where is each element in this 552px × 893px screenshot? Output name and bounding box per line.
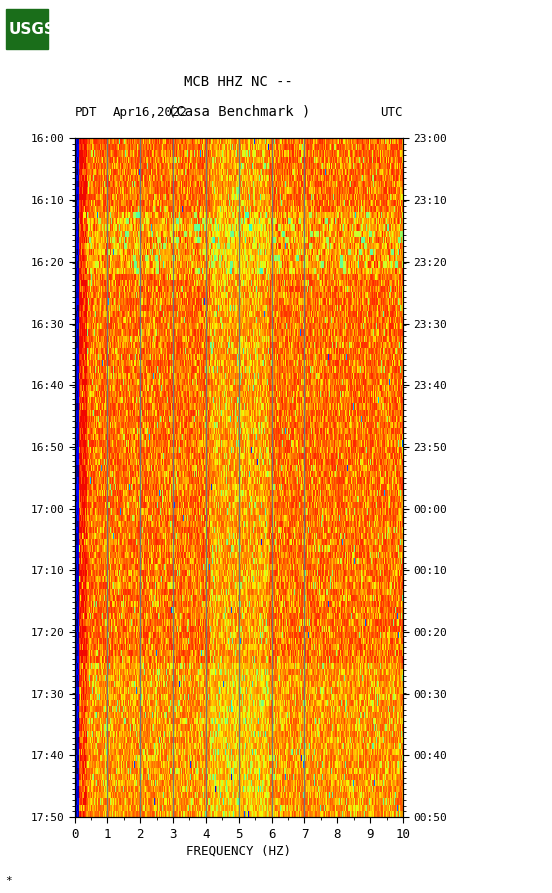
Bar <box>6 9 48 49</box>
Text: *: * <box>6 876 12 886</box>
X-axis label: FREQUENCY (HZ): FREQUENCY (HZ) <box>186 845 291 857</box>
Text: (Casa Benchmark ): (Casa Benchmark ) <box>168 104 310 119</box>
Text: PDT: PDT <box>75 105 97 119</box>
Text: UTC: UTC <box>380 105 403 119</box>
Text: USGS: USGS <box>9 21 55 37</box>
Text: MCB HHZ NC --: MCB HHZ NC -- <box>184 75 293 89</box>
Text: Apr16,2022: Apr16,2022 <box>113 105 188 119</box>
